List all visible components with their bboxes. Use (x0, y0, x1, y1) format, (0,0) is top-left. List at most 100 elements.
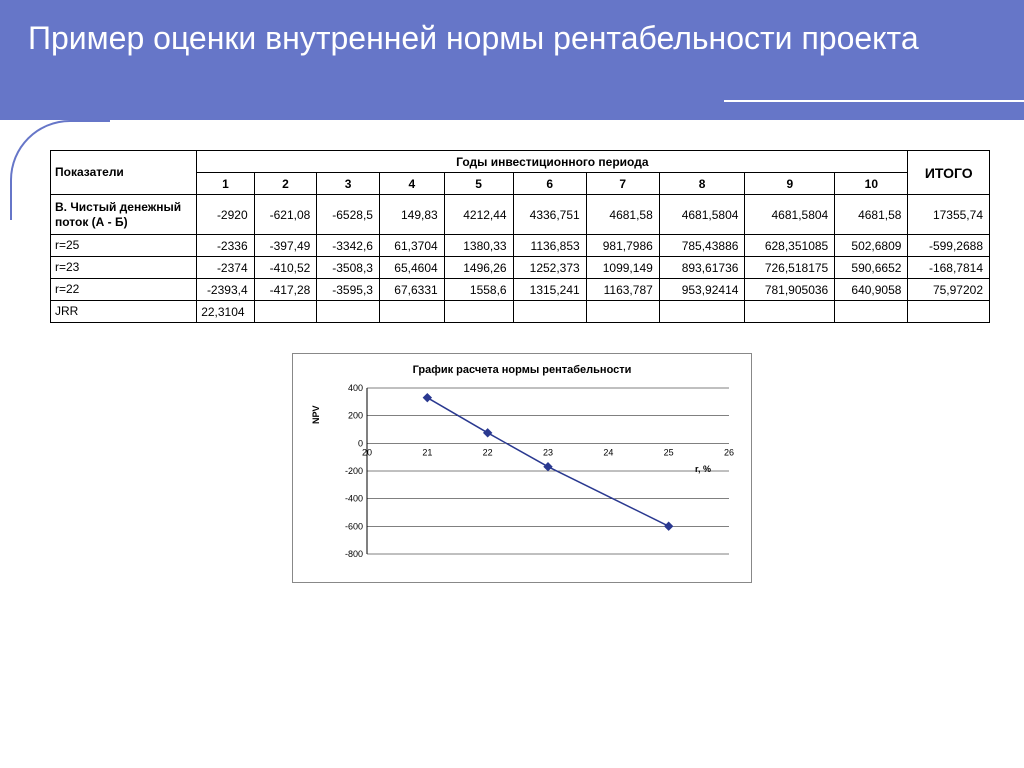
row-label: r=22 (51, 279, 197, 301)
cell (513, 301, 586, 323)
cell: 981,7986 (586, 235, 659, 257)
col-years-span: Годы инвестиционного периода (197, 151, 908, 173)
cell: 61,3704 (379, 235, 444, 257)
cell: 4681,5804 (659, 195, 745, 235)
cell: 1496,26 (444, 257, 513, 279)
cell: -2393,4 (197, 279, 254, 301)
chart-plot-area: -800-600-400-200020040020212223242526 r,… (339, 382, 741, 572)
cell (379, 301, 444, 323)
cell (745, 301, 835, 323)
cell: 1380,33 (444, 235, 513, 257)
col-total: ИТОГО (908, 151, 990, 195)
cell: 1252,373 (513, 257, 586, 279)
cell: 953,92414 (659, 279, 745, 301)
svg-text:200: 200 (348, 411, 363, 421)
svg-text:-400: -400 (345, 494, 363, 504)
cell (444, 301, 513, 323)
table-row: r=23-2374-410,52-3508,365,46041496,26125… (51, 257, 990, 279)
table-row: В. Чистый денежный поток (А - Б)-2920-62… (51, 195, 990, 235)
cell: 785,43886 (659, 235, 745, 257)
row-total: 75,97202 (908, 279, 990, 301)
cell: -3342,6 (317, 235, 380, 257)
cell: -3508,3 (317, 257, 380, 279)
cell: -410,52 (254, 257, 317, 279)
data-table: Показатели Годы инвестиционного периода … (50, 150, 990, 323)
svg-text:26: 26 (724, 447, 734, 457)
cell: 726,518175 (745, 257, 835, 279)
year-col-5: 5 (444, 173, 513, 195)
svg-text:25: 25 (664, 447, 674, 457)
cell: 4212,44 (444, 195, 513, 235)
cell: -2920 (197, 195, 254, 235)
cell: 628,351085 (745, 235, 835, 257)
cell (659, 301, 745, 323)
chart-svg: -800-600-400-200020040020212223242526 (339, 382, 739, 572)
table-row: r=22-2393,4-417,28-3595,367,63311558,613… (51, 279, 990, 301)
row-total: 17355,74 (908, 195, 990, 235)
year-col-1: 1 (197, 173, 254, 195)
svg-text:-800: -800 (345, 549, 363, 559)
cell: 65,4604 (379, 257, 444, 279)
chart-title: График расчета нормы рентабельности (303, 364, 741, 376)
chart-container: График расчета нормы рентабельности NPV … (292, 353, 752, 583)
cell (317, 301, 380, 323)
year-col-6: 6 (513, 173, 586, 195)
row-label: JRR (51, 301, 197, 323)
svg-text:22: 22 (483, 447, 493, 457)
cell: 67,6331 (379, 279, 444, 301)
cell (835, 301, 908, 323)
cell: 22,3104 (197, 301, 254, 323)
cell: 1315,241 (513, 279, 586, 301)
cell: -2374 (197, 257, 254, 279)
cell: -417,28 (254, 279, 317, 301)
cell: 502,6809 (835, 235, 908, 257)
svg-text:-200: -200 (345, 466, 363, 476)
cell: 4681,58 (586, 195, 659, 235)
cell (586, 301, 659, 323)
chart-xlabel: r, % (695, 464, 711, 474)
year-col-9: 9 (745, 173, 835, 195)
cell: -397,49 (254, 235, 317, 257)
cell: -6528,5 (317, 195, 380, 235)
svg-text:400: 400 (348, 383, 363, 393)
table-row: JRR22,3104 (51, 301, 990, 323)
chart-ylabel: NPV (311, 405, 321, 424)
cell: 4681,58 (835, 195, 908, 235)
cell: 640,9058 (835, 279, 908, 301)
slide-title-bar: Пример оценки внутренней нормы рентабель… (0, 0, 1024, 120)
row-total (908, 301, 990, 323)
cell: -3595,3 (317, 279, 380, 301)
slide-title: Пример оценки внутренней нормы рентабель… (28, 18, 1024, 60)
cell: 590,6652 (835, 257, 908, 279)
year-col-3: 3 (317, 173, 380, 195)
svg-text:23: 23 (543, 447, 553, 457)
svg-text:-600: -600 (345, 521, 363, 531)
year-col-4: 4 (379, 173, 444, 195)
cell: 1136,853 (513, 235, 586, 257)
table-header-row-1: Показатели Годы инвестиционного периода … (51, 151, 990, 173)
cell: 1558,6 (444, 279, 513, 301)
year-col-7: 7 (586, 173, 659, 195)
decor-line (724, 100, 1024, 102)
cell: 1163,787 (586, 279, 659, 301)
svg-text:21: 21 (422, 447, 432, 457)
cell: 4681,5804 (745, 195, 835, 235)
cell (254, 301, 317, 323)
row-total: -599,2688 (908, 235, 990, 257)
cell: 893,61736 (659, 257, 745, 279)
year-col-10: 10 (835, 173, 908, 195)
cell: 781,905036 (745, 279, 835, 301)
row-label: r=23 (51, 257, 197, 279)
cell: 4336,751 (513, 195, 586, 235)
row-total: -168,7814 (908, 257, 990, 279)
cell: -621,08 (254, 195, 317, 235)
cell: 149,83 (379, 195, 444, 235)
year-col-2: 2 (254, 173, 317, 195)
svg-text:24: 24 (603, 447, 613, 457)
year-col-8: 8 (659, 173, 745, 195)
content-area: Показатели Годы инвестиционного периода … (0, 120, 1024, 583)
table-row: r=25-2336-397,49-3342,661,37041380,33113… (51, 235, 990, 257)
row-label: r=25 (51, 235, 197, 257)
cell: -2336 (197, 235, 254, 257)
cell: 1099,149 (586, 257, 659, 279)
